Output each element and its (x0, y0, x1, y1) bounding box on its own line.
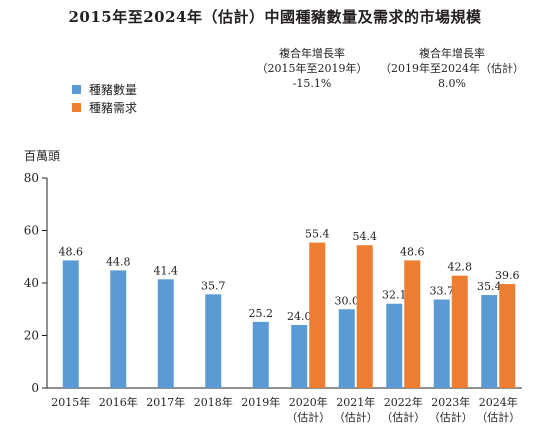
x-tick-label: 2023年 (431, 395, 470, 409)
x-tick-label-note: （估計） (286, 410, 330, 424)
y-tick-label: 60 (24, 224, 39, 238)
chart-title: 2015年至2024年（估計）中國種豬數量及需求的市場規模 (68, 8, 482, 26)
data-label: 55.4 (305, 228, 330, 241)
bar-series1 (433, 299, 450, 388)
bar-series2 (451, 275, 468, 388)
x-tick-label: 2021年 (336, 395, 375, 409)
y-tick-label: 20 (24, 329, 39, 343)
x-tick-label-note: （估計） (476, 410, 520, 424)
x-tick-label-note: （估計） (429, 410, 473, 424)
data-label: 32.1 (382, 289, 407, 302)
x-tick-label: 2024年 (479, 395, 518, 409)
x-tick-label: 2015年 (51, 395, 90, 409)
x-tick-label: 2017年 (146, 395, 185, 409)
cagr-annotation-2019-2024: 複合年增長率 （2019年至2024年（估計） 8.0% (378, 46, 526, 91)
x-tick-label: 2020年 (289, 395, 328, 409)
legend-item-series2: 種豬需求 (72, 98, 137, 116)
x-tick-label-note: （估計） (381, 410, 425, 424)
data-label: 33.7 (430, 285, 455, 298)
data-label: 30.0 (335, 294, 360, 307)
cagr-period: （2019年至2024年（估計） (380, 62, 524, 75)
y-tick-label: 40 (24, 276, 39, 290)
x-tick-label: 2018年 (194, 395, 233, 409)
data-label: 48.6 (400, 245, 425, 258)
cagr-annotation-2015-2019: 複合年增長率 （2015年至2019年） -15.1% (246, 46, 378, 91)
bar-series2 (404, 260, 421, 388)
data-label: 35.4 (477, 280, 502, 293)
data-label: 54.4 (353, 230, 378, 243)
bar-series1 (157, 279, 174, 388)
bar-series1 (252, 321, 269, 388)
y-tick-label: 0 (31, 381, 39, 395)
bar-series1 (481, 295, 498, 388)
data-label: 42.8 (448, 261, 473, 274)
bar-series2 (499, 284, 516, 388)
legend-label: 種豬需求 (89, 100, 138, 115)
y-tick-label: 80 (24, 171, 39, 185)
bar-series1 (62, 260, 79, 388)
cagr-label: 複合年增長率 (419, 47, 485, 60)
x-tick-label: 2022年 (384, 395, 423, 409)
data-label: 24.0 (287, 310, 312, 323)
bar-series1 (110, 270, 127, 388)
data-label: 39.6 (495, 269, 520, 282)
cagr-value: -15.1% (292, 77, 332, 90)
x-tick-label-note: （估計） (334, 410, 378, 424)
legend: 種豬數量 種豬需求 (72, 80, 137, 116)
legend-label: 種豬數量 (89, 82, 138, 97)
legend-swatch (72, 84, 81, 94)
bar-series1 (291, 325, 308, 388)
bar-series1 (205, 294, 222, 388)
x-tick-label: 2016年 (99, 395, 138, 409)
cagr-label: 複合年增長率 (279, 47, 345, 60)
legend-swatch (72, 102, 81, 112)
y-axis-title: 百萬頭 (24, 149, 60, 163)
bar-series1 (386, 303, 403, 388)
cagr-value: 8.0% (438, 77, 466, 90)
data-label: 44.8 (106, 255, 131, 268)
x-tick-label: 2019年 (241, 395, 280, 409)
legend-item-series1: 種豬數量 (72, 80, 137, 98)
data-label: 25.2 (249, 307, 274, 320)
bar-series2 (309, 242, 326, 388)
data-label: 41.4 (154, 264, 179, 277)
bar-series2 (356, 245, 373, 388)
cagr-period: （2015年至2019年） (256, 62, 368, 75)
data-label: 35.7 (201, 279, 226, 292)
data-label: 48.6 (59, 245, 84, 258)
bar-series1 (338, 309, 355, 388)
